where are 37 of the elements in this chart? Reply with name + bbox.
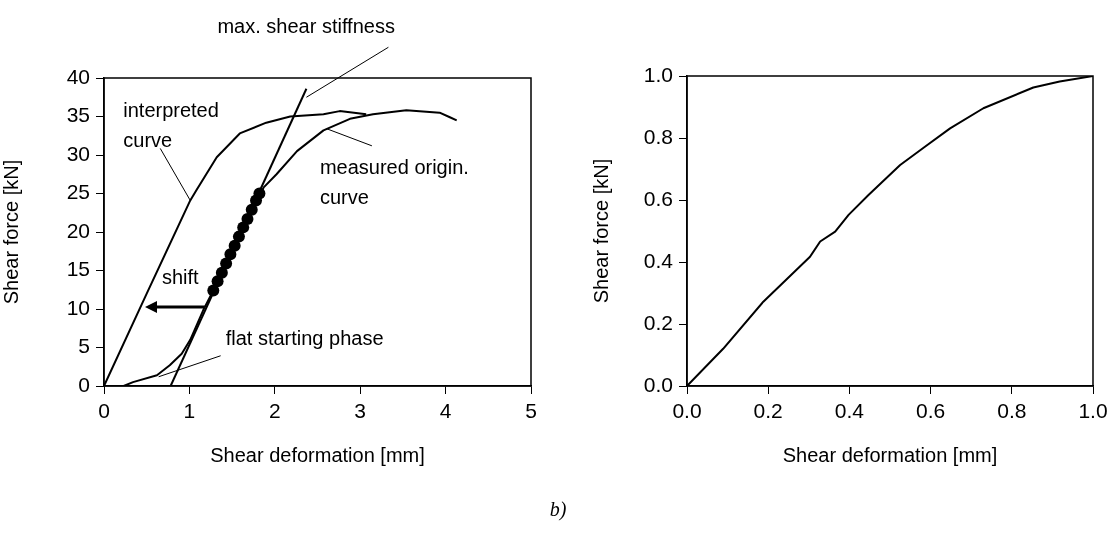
- y-tick-label: 25: [66, 180, 90, 204]
- x-tick-label: 0.0: [672, 399, 702, 423]
- y-tick-label: 15: [66, 257, 90, 281]
- x-tick-label: 0.6: [916, 399, 946, 423]
- x-tick-label: 2: [268, 399, 281, 423]
- y-tick-label: 0.6: [643, 186, 673, 210]
- y-tick-label: 1.0: [643, 62, 673, 86]
- y-tick-label: 0.0: [643, 372, 673, 396]
- y-tick-label: 0.8: [643, 124, 673, 148]
- y-tick-label: 40: [66, 64, 90, 88]
- annotation: flat starting phase: [225, 327, 384, 350]
- y-tick-label: 5: [78, 334, 90, 358]
- x-tick-label: 0.8: [997, 399, 1027, 423]
- text: b): [549, 498, 567, 521]
- y-tick-label: 0.2: [643, 310, 673, 334]
- annotation: shift: [162, 265, 200, 288]
- y-tick-label: 10: [66, 295, 90, 319]
- x-tick-label: 4: [439, 399, 452, 423]
- y-tick-label: 0.4: [643, 248, 674, 272]
- y-axis-title: Shear force [kN]: [0, 159, 22, 305]
- y-tick-label: 20: [66, 218, 90, 242]
- y-tick-label: 0: [78, 372, 90, 396]
- x-tick-label: 0.4: [834, 399, 865, 423]
- x-tick-label: 5: [525, 399, 537, 423]
- y-axis-title: Shear force [kN]: [589, 158, 612, 304]
- y-tick-label: 35: [66, 103, 90, 127]
- x-tick-label: 0.2: [753, 399, 783, 423]
- x-tick-label: 1: [183, 399, 196, 423]
- x-tick-label: 1.0: [1078, 399, 1108, 423]
- annotation: max. shear stiffness: [217, 14, 395, 37]
- x-axis-title: Shear deformation [mm]: [210, 443, 425, 466]
- annotation: interpreted curve: [123, 98, 219, 151]
- y-tick-label: 30: [66, 141, 90, 165]
- x-axis-title: Shear deformation [mm]: [782, 443, 998, 466]
- x-tick-label: 0: [98, 399, 110, 423]
- annotation: measured origin. curve: [319, 156, 469, 209]
- x-tick-label: 3: [354, 399, 367, 423]
